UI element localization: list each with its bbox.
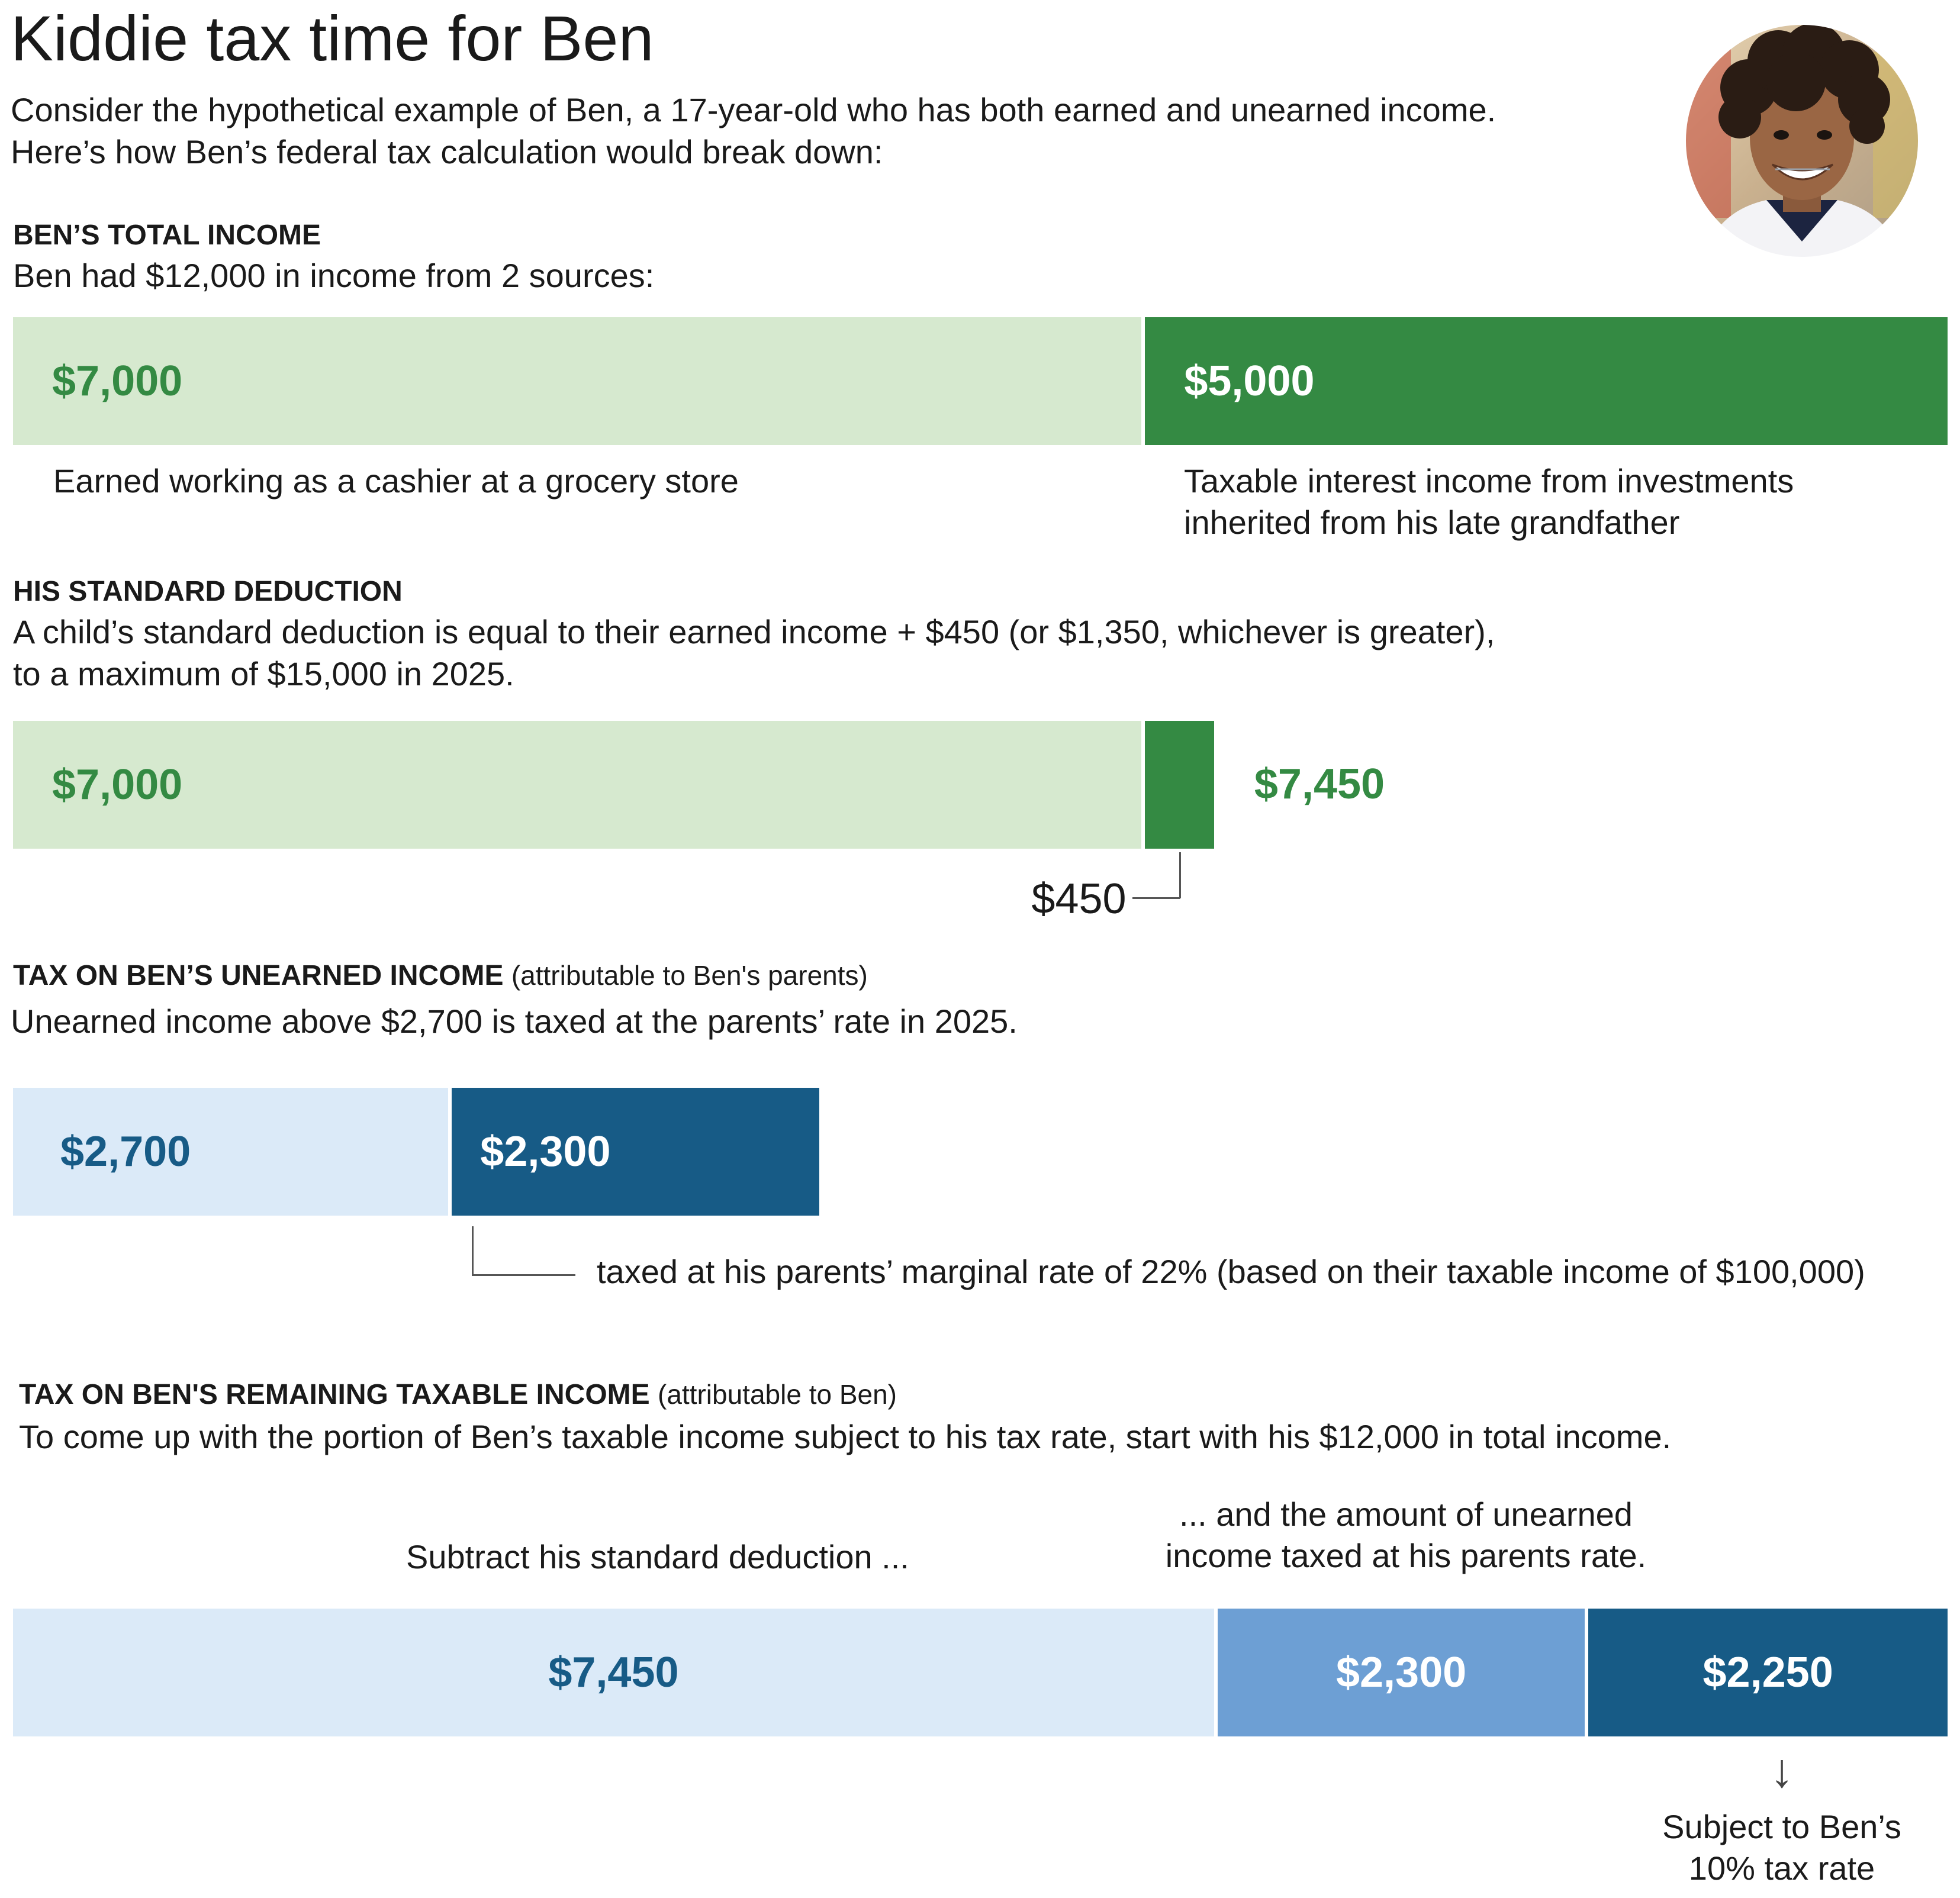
bar-label-remaining-ben: $2,250: [1702, 1649, 1833, 1696]
standard-deduction-desc: A child’s standard deduction is equal to…: [13, 611, 1495, 695]
total-income-heading: BEN’S TOTAL INCOME: [13, 220, 321, 251]
bar-label-unearned-threshold: $2,700: [60, 1128, 191, 1175]
bar-unearned-income: $5,000: [1145, 317, 1948, 445]
earned-caption: Earned working as a cashier at a grocery…: [53, 462, 739, 500]
bar-remaining-deduction: $7,450: [13, 1609, 1214, 1736]
remaining-tax-heading-main: TAX ON BEN'S REMAINING TAXABLE INCOME: [19, 1379, 650, 1410]
unearned-callout-text: taxed at his parents’ marginal rate of 2…: [597, 1253, 1865, 1290]
bar-label-remaining-deduction: $7,450: [548, 1649, 679, 1696]
deduction-callout-label: $450: [1031, 875, 1127, 923]
bar-label-unearned-parents: $2,300: [480, 1128, 611, 1175]
standard-deduction-desc-line-2: to a maximum of $15,000 in 2025.: [13, 655, 514, 692]
page-title: Kiddie tax time for Ben: [11, 2, 654, 74]
bar-label-remaining-parents: $2,300: [1335, 1649, 1467, 1696]
subject-caption-line-1: Subject to Ben’s: [1662, 1808, 1901, 1845]
parents-rate-caption: ... and the amount of unearned income ta…: [1125, 1494, 1687, 1577]
bar-earned-income: $7,000: [13, 317, 1142, 445]
remaining-tax-desc: To come up with the portion of Ben’s tax…: [19, 1418, 1672, 1455]
unearned-tax-heading-main: TAX ON BEN’S UNEARNED INCOME: [13, 960, 504, 991]
bar-remaining-parents: $2,300: [1217, 1609, 1585, 1736]
parents-rate-caption-line-2: income taxed at his parents rate.: [1165, 1537, 1647, 1574]
intro-text: Consider the hypothetical example of Ben…: [11, 89, 1496, 173]
subject-caption: Subject to Ben’s 10% tax rate: [1575, 1806, 1960, 1889]
unearned-callout-line: [472, 1226, 474, 1276]
bar-unearned-parents: $2,300: [452, 1088, 819, 1216]
remaining-tax-heading: TAX ON BEN'S REMAINING TAXABLE INCOME (a…: [19, 1377, 897, 1413]
total-income-desc: Ben had $12,000 in income from 2 sources…: [13, 257, 655, 294]
bar-unearned-threshold: $2,700: [13, 1088, 449, 1216]
deduction-callout-line: [1179, 852, 1181, 898]
unearned-tax-heading-note: (attributable to Ben's parents): [511, 960, 868, 991]
intro-line-1: Consider the hypothetical example of Ben…: [11, 91, 1496, 128]
standard-deduction-heading: HIS STANDARD DEDUCTION: [13, 576, 403, 607]
bar-deduction-extra: [1145, 721, 1214, 849]
unearned-tax-desc: Unearned income above $2,700 is taxed at…: [11, 1003, 1018, 1040]
down-arrow-icon: ↓: [1770, 1744, 1794, 1797]
bar-label-deduction-earned: $7,000: [52, 761, 183, 808]
deduction-callout-line-horizontal: [1132, 897, 1180, 899]
parents-rate-caption-line-1: ... and the amount of unearned: [1179, 1496, 1633, 1533]
bar-deduction-earned: $7,000: [13, 721, 1142, 849]
bar-label-earned: $7,000: [52, 357, 183, 405]
unearned-callout-line-horizontal: [472, 1274, 575, 1276]
ben-portrait-icon: [1681, 20, 1923, 262]
unearned-caption: Taxable interest income from investments…: [1184, 460, 1794, 543]
standard-deduction-desc-line-1: A child’s standard deduction is equal to…: [13, 613, 1495, 650]
intro-line-2: Here’s how Ben’s federal tax calculation…: [11, 133, 883, 170]
subject-caption-line-2: 10% tax rate: [1688, 1849, 1875, 1887]
bar-remaining-ben: $2,250: [1588, 1609, 1948, 1736]
bar-label-unearned: $5,000: [1184, 357, 1315, 405]
unearned-tax-heading: TAX ON BEN’S UNEARNED INCOME (attributab…: [13, 958, 868, 994]
unearned-caption-line-1: Taxable interest income from investments: [1184, 462, 1794, 500]
unearned-caption-line-2: inherited from his late grandfather: [1184, 504, 1680, 541]
deduction-total-label: $7,450: [1254, 761, 1385, 808]
remaining-tax-heading-note: (attributable to Ben): [658, 1379, 897, 1410]
subtract-caption: Subtract his standard deduction ...: [406, 1538, 909, 1575]
